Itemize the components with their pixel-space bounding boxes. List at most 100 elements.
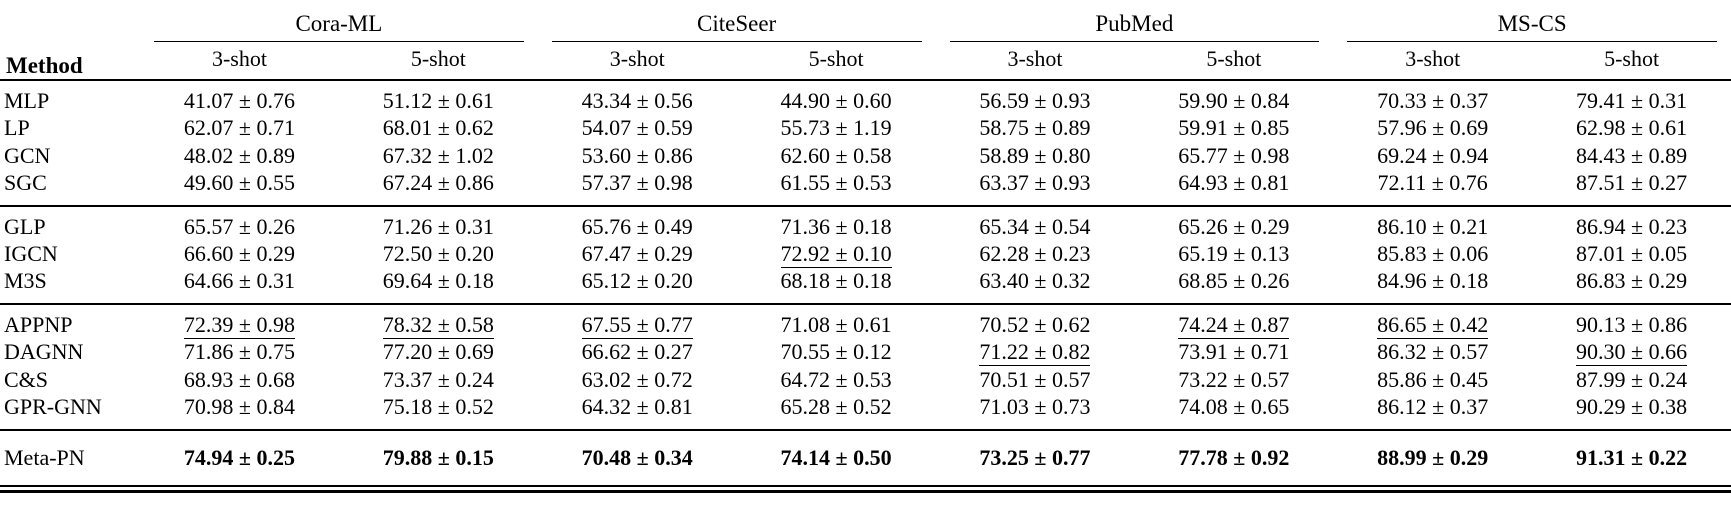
dataset-label: CiteSeer <box>551 11 922 42</box>
method-label: C&S <box>4 367 49 392</box>
shot-header-ms-cs-5: 5-shot <box>1532 42 1731 81</box>
method-label: GCN <box>4 143 51 168</box>
result-cell: 84.43 ± 0.89 <box>1576 143 1688 168</box>
result-cell: 68.01 ± 0.62 <box>382 115 494 140</box>
shot-header-cora-3: 3-shot <box>140 42 339 81</box>
table-header: Method Cora-ML CiteSeer PubMed MS-CS 3-s… <box>0 2 1731 81</box>
table-row: GLP 65.57 ± 0.26 71.26 ± 0.31 65.76 ± 0.… <box>0 206 1731 240</box>
result-cell: 75.18 ± 0.52 <box>382 394 494 419</box>
result-cell: 65.34 ± 0.54 <box>979 214 1091 239</box>
result-cell: 72.92 ± 0.10 <box>780 241 892 268</box>
result-cell: 62.60 ± 0.58 <box>780 143 892 168</box>
result-cell: 63.37 ± 0.93 <box>979 170 1091 195</box>
result-cell: 68.93 ± 0.68 <box>183 367 295 392</box>
result-cell: 67.47 ± 0.29 <box>581 241 693 266</box>
method-label: LP <box>4 115 30 140</box>
result-cell: 70.55 ± 0.12 <box>780 339 892 364</box>
result-cell: 49.60 ± 0.55 <box>183 170 295 195</box>
result-cell: 86.12 ± 0.37 <box>1377 394 1489 419</box>
shot-header-cora-5: 5-shot <box>338 42 538 81</box>
result-cell: 65.77 ± 0.98 <box>1178 143 1290 168</box>
result-cell: 77.78 ± 0.92 <box>1178 445 1290 470</box>
dataset-label: Cora-ML <box>154 11 524 42</box>
result-cell: 87.51 ± 0.27 <box>1576 170 1688 195</box>
result-cell: 71.22 ± 0.82 <box>979 339 1091 366</box>
table-row: APPNP 72.39 ± 0.98 78.32 ± 0.58 67.55 ± … <box>0 304 1731 339</box>
table-bottom-double-rule <box>0 485 1731 493</box>
dataset-header-pubmed: PubMed <box>936 2 1334 42</box>
result-cell: 90.13 ± 0.86 <box>1576 312 1688 337</box>
result-cell: 69.24 ± 0.94 <box>1377 143 1489 168</box>
result-cell: 79.41 ± 0.31 <box>1576 88 1688 113</box>
result-cell: 63.02 ± 0.72 <box>581 367 693 392</box>
result-cell: 43.34 ± 0.56 <box>581 88 693 113</box>
shot-header-pubmed-3: 3-shot <box>935 42 1135 81</box>
result-cell: 61.55 ± 0.53 <box>780 170 892 195</box>
result-cell: 51.12 ± 0.61 <box>382 88 494 113</box>
result-cell: 64.66 ± 0.31 <box>183 268 295 293</box>
result-cell: 71.26 ± 0.31 <box>382 214 494 239</box>
result-cell: 58.89 ± 0.80 <box>979 143 1091 168</box>
table-group: GLP 65.57 ± 0.26 71.26 ± 0.31 65.76 ± 0.… <box>0 206 1731 304</box>
result-cell: 67.55 ± 0.77 <box>581 312 693 339</box>
table-group: APPNP 72.39 ± 0.98 78.32 ± 0.58 67.55 ± … <box>0 304 1731 430</box>
result-cell: 70.52 ± 0.62 <box>979 312 1091 337</box>
result-cell: 70.98 ± 0.84 <box>183 394 295 419</box>
result-cell: 65.28 ± 0.52 <box>780 394 892 419</box>
result-cell: 86.94 ± 0.23 <box>1576 214 1688 239</box>
result-cell: 73.37 ± 0.24 <box>382 367 494 392</box>
result-cell: 71.03 ± 0.73 <box>979 394 1091 419</box>
table-row: C&S 68.93 ± 0.68 73.37 ± 0.24 63.02 ± 0.… <box>0 366 1731 394</box>
result-cell: 62.07 ± 0.71 <box>183 115 295 140</box>
method-label: GLP <box>4 214 46 239</box>
result-cell: 78.32 ± 0.58 <box>382 312 494 339</box>
result-cell: 86.10 ± 0.21 <box>1377 214 1489 239</box>
table-row: IGCN 66.60 ± 0.29 72.50 ± 0.20 67.47 ± 0… <box>0 240 1731 268</box>
result-cell: 62.98 ± 0.61 <box>1576 115 1688 140</box>
result-cell: 85.86 ± 0.45 <box>1377 367 1489 392</box>
method-label: SGC <box>4 170 47 195</box>
table-row: SGC 49.60 ± 0.55 67.24 ± 0.86 57.37 ± 0.… <box>0 170 1731 206</box>
result-cell: 85.83 ± 0.06 <box>1377 241 1489 266</box>
method-header-label: Method <box>6 53 83 78</box>
result-cell: 87.99 ± 0.24 <box>1576 367 1688 392</box>
result-cell: 57.96 ± 0.69 <box>1377 115 1489 140</box>
dataset-header-cora-ml: Cora-ML <box>140 2 538 42</box>
result-cell: 90.30 ± 0.66 <box>1576 339 1688 366</box>
result-cell: 68.18 ± 0.18 <box>780 268 892 293</box>
dataset-label: MS-CS <box>1347 11 1717 42</box>
result-cell: 64.32 ± 0.81 <box>581 394 693 419</box>
results-table: Method Cora-ML CiteSeer PubMed MS-CS 3-s… <box>0 2 1731 485</box>
table-row: M3S 64.66 ± 0.31 69.64 ± 0.18 65.12 ± 0.… <box>0 268 1731 304</box>
table-row: Meta-PN 74.94 ± 0.25 79.88 ± 0.15 70.48 … <box>0 430 1731 485</box>
result-cell: 55.73 ± 1.19 <box>780 115 892 140</box>
result-cell: 59.90 ± 0.84 <box>1178 88 1290 113</box>
result-cell: 68.85 ± 0.26 <box>1178 268 1290 293</box>
result-cell: 57.37 ± 0.98 <box>581 170 693 195</box>
result-cell: 88.99 ± 0.29 <box>1377 445 1489 470</box>
result-cell: 69.64 ± 0.18 <box>382 268 494 293</box>
result-cell: 72.11 ± 0.76 <box>1377 170 1488 195</box>
result-cell: 63.40 ± 0.32 <box>979 268 1091 293</box>
result-cell: 77.20 ± 0.69 <box>382 339 494 364</box>
result-cell: 66.60 ± 0.29 <box>183 241 295 266</box>
result-cell: 71.08 ± 0.61 <box>780 312 892 337</box>
method-label: APPNP <box>4 312 73 337</box>
result-cell: 65.12 ± 0.20 <box>581 268 693 293</box>
shot-header-citeseer-5: 5-shot <box>736 42 936 81</box>
shot-header-citeseer-3: 3-shot <box>537 42 737 81</box>
result-cell: 58.75 ± 0.89 <box>979 115 1091 140</box>
result-cell: 56.59 ± 0.93 <box>979 88 1091 113</box>
result-cell: 79.88 ± 0.15 <box>382 445 494 470</box>
result-cell: 86.65 ± 0.42 <box>1377 312 1489 339</box>
result-cell: 86.83 ± 0.29 <box>1576 268 1688 293</box>
result-cell: 73.22 ± 0.57 <box>1178 367 1290 392</box>
method-label: Meta-PN <box>4 445 85 470</box>
result-cell: 65.57 ± 0.26 <box>183 214 295 239</box>
shot-header-ms-cs-3: 3-shot <box>1333 42 1533 81</box>
result-cell: 90.29 ± 0.38 <box>1576 394 1688 419</box>
result-cell: 70.33 ± 0.37 <box>1377 88 1489 113</box>
result-cell: 84.96 ± 0.18 <box>1377 268 1489 293</box>
result-cell: 74.94 ± 0.25 <box>183 445 295 470</box>
table-group: MLP 41.07 ± 0.76 51.12 ± 0.61 43.34 ± 0.… <box>0 80 1731 206</box>
